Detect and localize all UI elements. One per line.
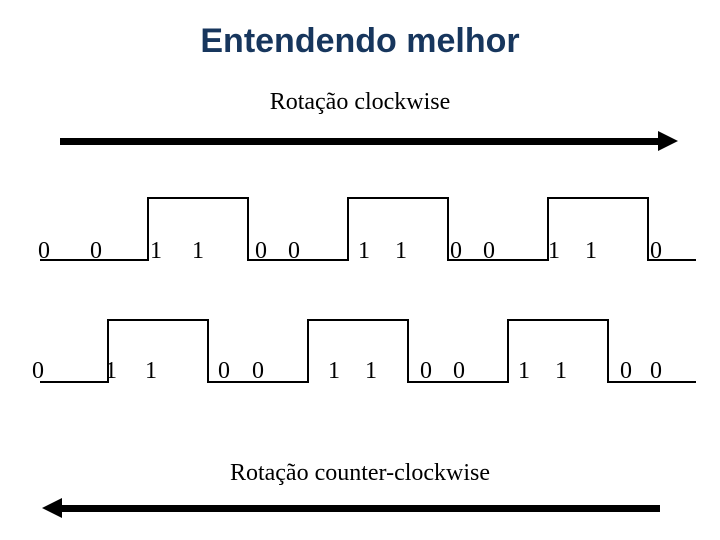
bit-label: 0 — [288, 238, 300, 265]
bit-label: 0 — [450, 238, 462, 265]
arrow-clockwise — [60, 138, 660, 145]
bit-label: 1 — [145, 358, 157, 385]
bit-label: 0 — [650, 358, 662, 385]
label-clockwise: Rotação clockwise — [0, 89, 720, 116]
signal-b-waveform — [20, 310, 700, 400]
bit-label: 1 — [358, 238, 370, 265]
bit-label: 1 — [555, 358, 567, 385]
bit-label: 1 — [192, 238, 204, 265]
bit-label: 1 — [328, 358, 340, 385]
bit-label: 1 — [395, 238, 407, 265]
page-title: Entendendo melhor — [0, 0, 720, 61]
bit-label: 1 — [518, 358, 530, 385]
bit-label: 0 — [32, 358, 44, 385]
bit-label: 0 — [90, 238, 102, 265]
bit-label: 0 — [252, 358, 264, 385]
label-counter-clockwise: Rotação counter-clockwise — [0, 460, 720, 487]
bit-label: 0 — [483, 238, 495, 265]
bit-label: 0 — [620, 358, 632, 385]
bit-label: 0 — [38, 238, 50, 265]
bit-label: 0 — [218, 358, 230, 385]
bit-label: 0 — [255, 238, 267, 265]
bit-label: 0 — [453, 358, 465, 385]
bit-label: 0 — [420, 358, 432, 385]
bit-label: 1 — [105, 358, 117, 385]
bit-label: 1 — [150, 238, 162, 265]
bit-label: 0 — [650, 238, 662, 265]
bit-label: 1 — [585, 238, 597, 265]
bit-label: 1 — [548, 238, 560, 265]
arrow-counter-clockwise — [60, 505, 660, 512]
bit-label: 1 — [365, 358, 377, 385]
